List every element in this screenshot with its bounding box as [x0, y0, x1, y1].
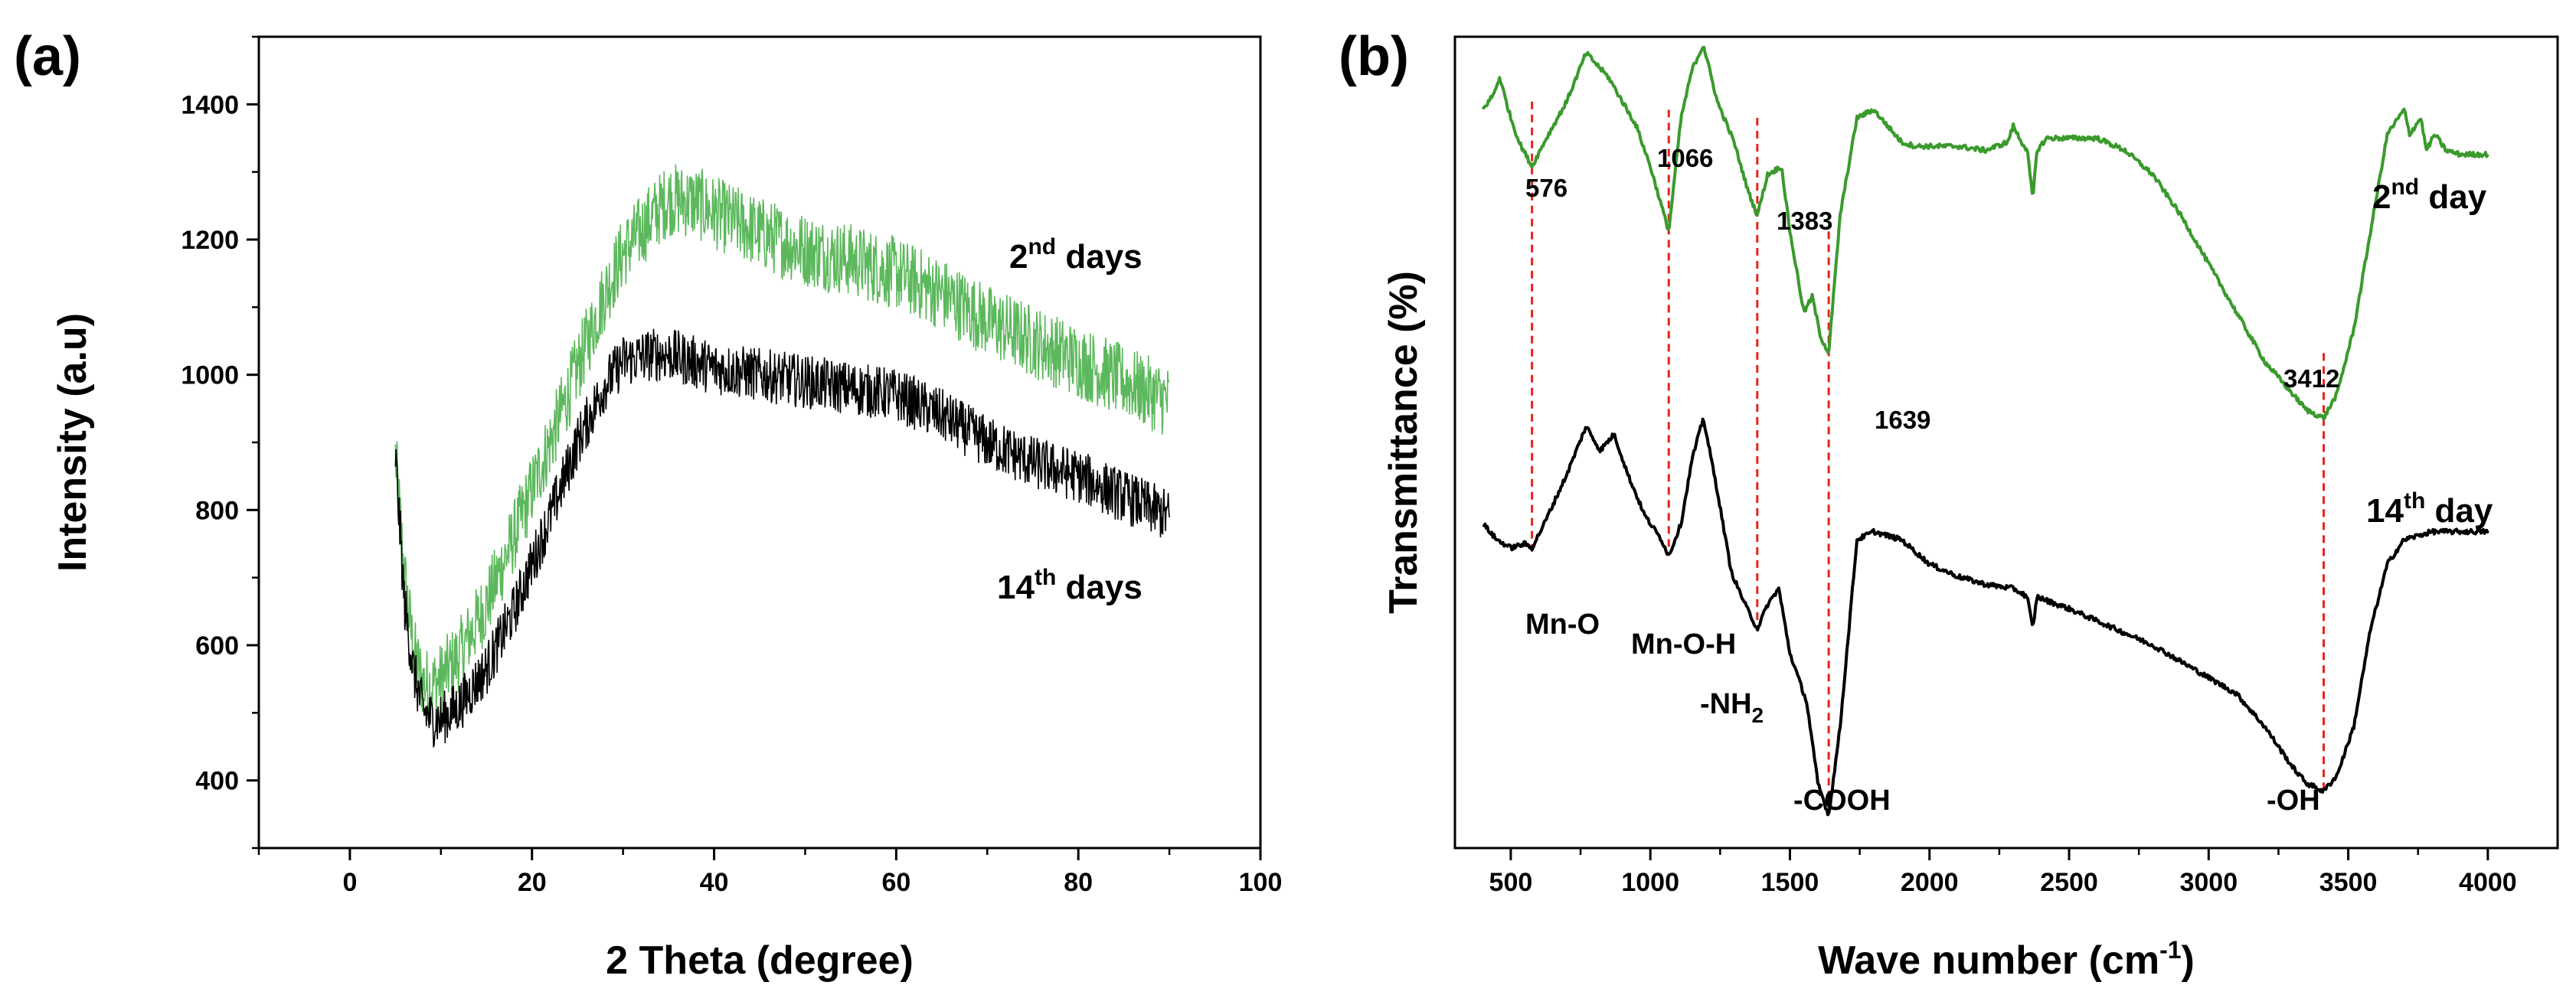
- panel-a-series-group: [394, 164, 1170, 749]
- group-label-mn-o-h: Mn-O-H: [1631, 628, 1736, 661]
- panel-b-x-tick-label: 1000: [1621, 868, 1679, 897]
- panel-a-y-tick-label: 800: [195, 496, 239, 525]
- panel-a-series-label-14th: 14th days: [997, 565, 1143, 606]
- panel-a-x-ticks: 0 20 40 60 80 100: [257, 848, 1283, 897]
- panel-a-x-tick-label: 100: [1239, 868, 1283, 897]
- panel-b-x-tick-label: 2500: [2040, 868, 2098, 897]
- peak-label-1639: 1639: [1875, 406, 1930, 434]
- panel-a-y-axis-label: Intensity (a.u): [51, 313, 95, 572]
- panel-a-x-axis-label: 2 Theta (degree): [606, 938, 914, 983]
- panel-b-y-axis-label: Transmittance (%): [1381, 271, 1426, 614]
- panel-b-peak-markers: [1531, 101, 2326, 816]
- panel-a-plot-frame: [257, 35, 1262, 850]
- panel-b-x-tick-label: 1500: [1761, 868, 1819, 897]
- panel-b-x-ticks: 500 1000 1500 2000 2500 3000 3500 4000: [1489, 848, 2517, 897]
- panel-a-x-tick-label: 40: [700, 868, 729, 897]
- panel-a: (a) 0 20 40 60 80 100 400 600 800 1000 1200 1400 2…: [14, 26, 1282, 983]
- panel-b-series-2nd-day: [1481, 45, 2489, 421]
- panel-a-y-tick-label: 1400: [181, 90, 239, 119]
- peak-label-576: 576: [1525, 174, 1568, 202]
- panel-a-y-tick-label: 1200: [181, 226, 239, 255]
- panel-b-label: (b): [1339, 26, 1409, 87]
- panel-b-x-tick-label: 3000: [2179, 868, 2238, 897]
- panel-b-x-tick-label: 2000: [1901, 868, 1959, 897]
- panel-a-x-tick-label: 60: [881, 868, 910, 897]
- panel-b-x-tick-label: 4000: [2459, 868, 2517, 897]
- peak-label-3412: 3412: [2283, 364, 2339, 393]
- panel-a-series-label-2nd: 2nd days: [1009, 234, 1143, 276]
- panel-a-series-2nd-days: [394, 164, 1170, 723]
- peak-label-1383: 1383: [1777, 207, 1832, 235]
- panel-b: (b) 500 1000 1500 2000 2500 3000 3500 4000 2nd …: [1339, 26, 2559, 983]
- panel-b-series-group: [1481, 45, 2489, 817]
- group-label-oh: -OH: [2267, 785, 2320, 817]
- panel-a-y-tick-label: 1000: [181, 361, 239, 390]
- panel-b-series-label-2nd: 2nd day: [2372, 175, 2487, 216]
- panel-a-y-ticks: 400 600 800 1000 1200 1400: [181, 35, 259, 850]
- panel-a-x-tick-label: 0: [342, 868, 357, 897]
- panel-b-series-14th-day: [1482, 417, 2489, 817]
- panel-b-x-tick-label: 500: [1489, 868, 1533, 897]
- group-label-mn-o: Mn-O: [1525, 608, 1600, 641]
- panel-a-x-tick-label: 80: [1064, 868, 1093, 897]
- panel-b-x-axis-label: Wave number (cm-1): [1818, 936, 2195, 983]
- panel-a-label: (a): [14, 26, 81, 87]
- panel-b-x-tick-label: 3500: [2319, 868, 2378, 897]
- group-label-nh2: -NH2: [1700, 688, 1764, 727]
- panel-a-y-tick-label: 400: [195, 767, 239, 796]
- panel-a-x-tick-label: 20: [518, 868, 547, 897]
- panel-b-plot-frame: [1453, 35, 2559, 850]
- panel-a-series-14th-days: [394, 328, 1170, 749]
- panel-b-series-label-14th: 14th day: [2366, 488, 2493, 530]
- group-label-cooh: -COOH: [1793, 785, 1891, 817]
- peak-label-1066: 1066: [1657, 144, 1713, 172]
- panel-a-y-tick-label: 600: [195, 631, 239, 661]
